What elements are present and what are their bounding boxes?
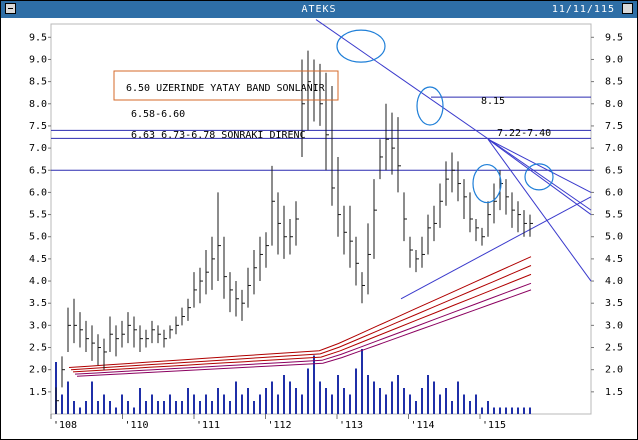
y-axis-left: 9.5 9.0 8.5 8.0 7.5 7.0 6.5 6.0 5.5 5.0 4.5 4.0 3.5 3… — [29, 32, 51, 398]
y-tick-label-right: 6.5 — [605, 165, 623, 176]
y-tick-label-right: 4.5 — [605, 254, 623, 265]
moving-average-line — [70, 265, 532, 371]
y-tick-label-left: 8.5 — [29, 77, 47, 88]
moving-average-line — [74, 282, 532, 375]
y-tick-label-left: 3.5 — [29, 298, 47, 309]
y-tick-label-left: 4.5 — [29, 254, 47, 265]
y-axis-right: 9.5 9.0 8.5 8.0 7.5 7.0 6.5 6.0 5.5 5.0 4.5 4.0 3.5 3… — [591, 32, 623, 398]
moving-averages — [68, 256, 532, 377]
y-tick-label-right: 2.0 — [605, 365, 623, 376]
y-tick-label-left: 7.5 — [29, 121, 47, 132]
moving-average-line — [76, 289, 532, 377]
level-label-8-15: 8.15 — [481, 96, 505, 107]
y-tick-label-right: 7.0 — [605, 143, 623, 154]
horizontal-levels — [51, 96, 591, 171]
price-chart: 9.5 9.0 8.5 8.0 7.5 7.0 6.5 6.0 5.5 5.0 4.5 4.0 3.5 3… — [29, 19, 623, 431]
x-tick-label: '110 — [125, 420, 149, 431]
y-tick-label-right: 5.5 — [605, 210, 623, 221]
highlight-circles — [336, 29, 554, 204]
y-tick-label-left: 2.0 — [29, 365, 47, 376]
y-tick-label-right: 8.0 — [605, 99, 623, 110]
y-tick-label-left: 9.5 — [29, 32, 47, 43]
window-resize-button[interactable] — [622, 3, 633, 14]
x-axis: '108 '110 '111 '112 '113 '114 '115 — [50, 414, 506, 431]
trend-line — [487, 138, 592, 282]
window-date: 11/11/115 — [551, 4, 615, 15]
trend-line — [487, 138, 592, 193]
x-tick-label: '108 — [53, 420, 77, 431]
y-tick-label-right: 7.5 — [605, 121, 623, 132]
moving-average-line — [72, 273, 532, 373]
highlight-circle — [524, 163, 554, 191]
y-tick-label-left: 6.0 — [29, 187, 47, 198]
annotation-band-end: 6.50 UZERINDE YATAY BAND SONLANIR — [126, 83, 326, 94]
price-bars — [55, 50, 533, 414]
trend-line — [400, 196, 592, 300]
y-tick-label-left: 3.0 — [29, 320, 47, 331]
y-tick-label-right: 3.0 — [605, 320, 623, 331]
y-tick-label-left: 9.0 — [29, 54, 47, 65]
y-tick-label-left: 7.0 — [29, 143, 47, 154]
y-tick-label-right: 9.0 — [605, 54, 623, 65]
annotation-next-resistance: 6.63 6.73-6.78 SONRAKI DIRENC — [131, 130, 306, 141]
annotation-range-1: 6.58-6.60 — [131, 109, 185, 120]
window-title: ATEKS — [301, 4, 337, 15]
y-tick-label-left: 5.5 — [29, 210, 47, 221]
highlight-circle — [416, 86, 444, 126]
y-tick-label-left: 6.5 — [29, 165, 47, 176]
x-tick-label: '113 — [339, 420, 363, 431]
y-tick-label-left: 2.5 — [29, 343, 47, 354]
x-tick-label: '112 — [268, 420, 292, 431]
y-tick-label-right: 1.5 — [605, 387, 623, 398]
y-tick-label-right: 4.0 — [605, 276, 623, 287]
highlight-circle — [472, 163, 502, 204]
moving-average-line — [68, 256, 532, 368]
y-tick-label-right: 8.5 — [605, 77, 623, 88]
title-bar: ATEKS 11/11/115 — [1, 1, 637, 18]
annotation-box — [113, 70, 339, 101]
highlight-circle — [336, 29, 386, 63]
y-tick-label-left: 8.0 — [29, 99, 47, 110]
y-tick-label-right: 2.5 — [605, 343, 623, 354]
y-tick-label-right: 9.5 — [605, 32, 623, 43]
y-tick-label-right: 3.5 — [605, 298, 623, 309]
trend-lines — [315, 19, 592, 300]
y-tick-label-left: 5.0 — [29, 232, 47, 243]
trend-line — [487, 138, 592, 215]
y-tick-label-right: 6.0 — [605, 187, 623, 198]
y-tick-label-left: 1.5 — [29, 387, 47, 398]
trend-line — [315, 19, 592, 211]
x-tick-label: '111 — [196, 420, 220, 431]
y-tick-label-left: 4.0 — [29, 276, 47, 287]
y-tick-label-right: 5.0 — [605, 232, 623, 243]
x-tick-label: '115 — [482, 420, 506, 431]
window-menu-button[interactable] — [5, 3, 16, 14]
x-tick-label: '114 — [411, 420, 435, 431]
level-label-7-22-7-40: 7.22-7.40 — [497, 128, 551, 139]
